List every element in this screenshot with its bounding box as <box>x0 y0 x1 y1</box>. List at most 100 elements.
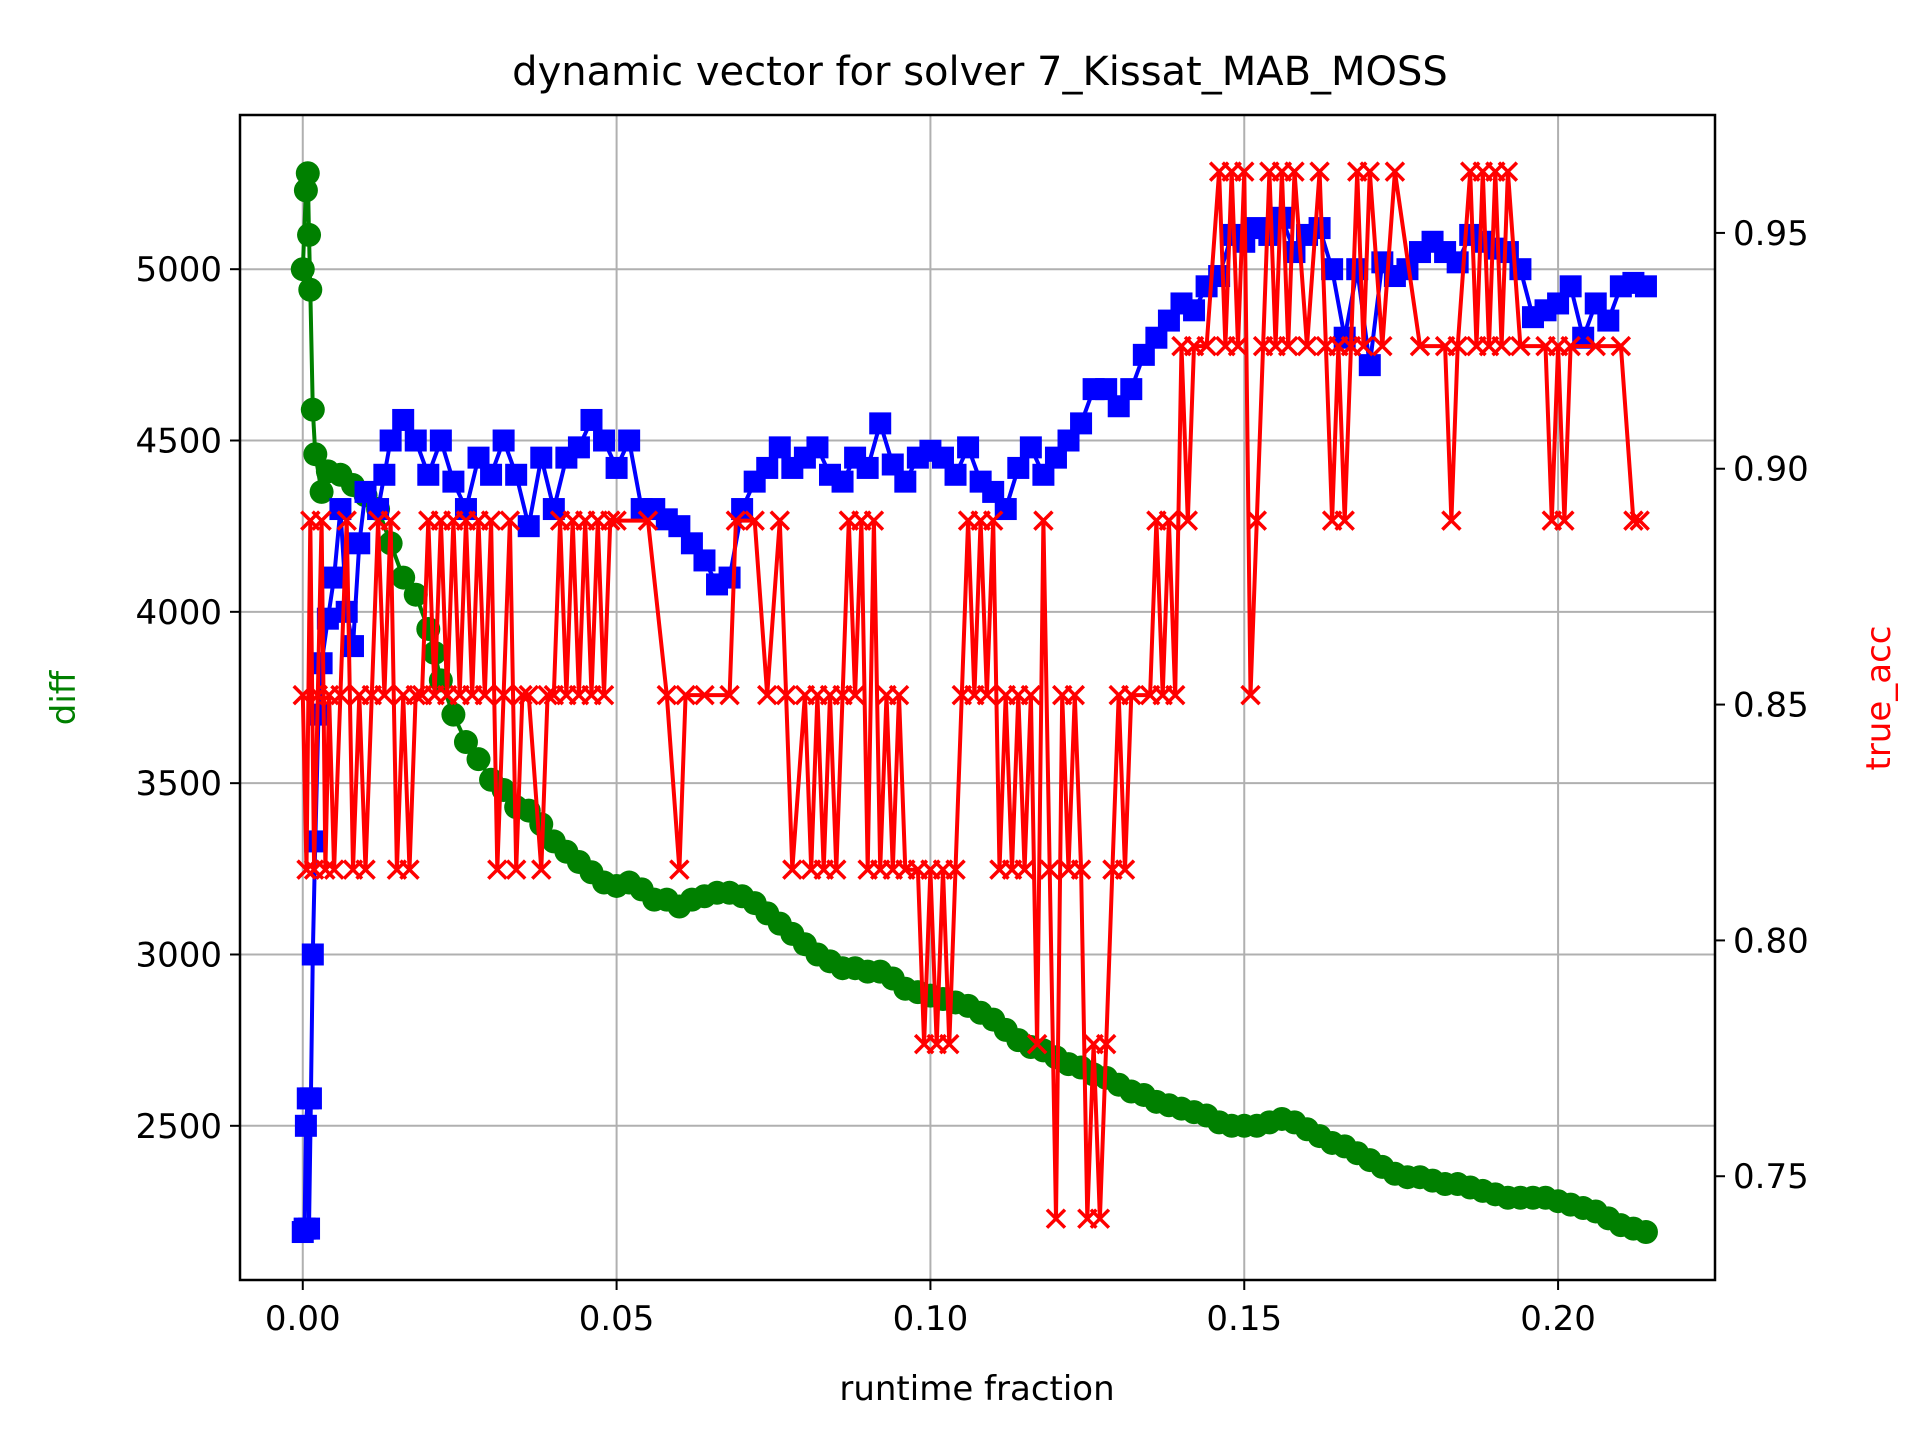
data-point <box>806 436 829 459</box>
data-point <box>1629 510 1650 531</box>
data-point <box>1585 335 1606 357</box>
data-point <box>618 429 641 452</box>
data-point <box>1334 510 1355 531</box>
data-point <box>831 470 854 493</box>
data-point <box>315 859 336 880</box>
data-point <box>1019 436 1042 459</box>
y-left-tick-label: 3000 <box>135 935 222 975</box>
data-point <box>1491 335 1512 357</box>
data-point <box>826 859 847 880</box>
data-point <box>379 429 402 452</box>
data-point <box>693 549 716 572</box>
data-point <box>1045 1208 1067 1229</box>
data-point <box>1240 684 1261 706</box>
data-point <box>863 510 885 531</box>
data-point <box>487 859 508 880</box>
data-point <box>1441 510 1462 531</box>
data-point <box>1246 510 1268 531</box>
data-point <box>1132 343 1155 366</box>
data-point <box>1057 429 1080 452</box>
data-point <box>1177 510 1199 531</box>
y-axis-left-title: diff <box>44 669 84 725</box>
data-point <box>297 222 322 247</box>
data-point <box>982 480 1005 503</box>
data-point <box>744 510 765 531</box>
data-point <box>323 566 346 589</box>
y-right-tick-label: 0.90 <box>1733 450 1809 490</box>
data-point <box>1020 684 1042 706</box>
data-point <box>605 456 628 479</box>
data-point <box>1277 335 1299 357</box>
data-point <box>1353 335 1374 357</box>
data-point <box>593 429 616 452</box>
data-point <box>467 446 490 469</box>
y-left-tick-label: 2500 <box>135 1107 222 1147</box>
data-point <box>512 684 533 706</box>
data-point <box>1196 335 1217 357</box>
data-point <box>931 446 954 469</box>
data-point <box>1234 161 1255 182</box>
data-point <box>756 684 778 706</box>
data-point <box>957 436 980 459</box>
data-point <box>1623 510 1644 531</box>
data-point <box>1447 335 1468 357</box>
data-point <box>567 436 590 459</box>
data-point <box>341 635 364 658</box>
series-0 <box>290 161 1658 1245</box>
data-point <box>1064 684 1086 706</box>
data-point <box>392 408 415 431</box>
data-point <box>668 515 691 538</box>
y-right-tick-label: 0.75 <box>1733 1157 1809 1197</box>
y-left-tick-label: 3500 <box>135 764 222 804</box>
data-point <box>580 408 603 431</box>
axes: 0.00 0.05 0.10 0.15 0.20 2500 3000 3500 4000 4500… <box>135 214 1808 1339</box>
data-point <box>429 429 452 452</box>
data-point <box>1409 335 1431 357</box>
x-tick-label: 0.05 <box>579 1299 655 1339</box>
data-point <box>1044 446 1067 469</box>
x-tick-label: 0.10 <box>893 1299 969 1339</box>
data-point <box>1164 684 1186 706</box>
data-point <box>1227 335 1249 357</box>
data-point <box>480 510 502 531</box>
data-point <box>1547 292 1570 315</box>
data-point <box>1070 412 1093 435</box>
data-point <box>881 453 904 476</box>
data-point <box>1032 463 1055 486</box>
data-point <box>1070 859 1092 880</box>
data-point <box>492 429 515 452</box>
data-point <box>499 510 521 531</box>
y-right-tick-label: 0.80 <box>1733 921 1809 961</box>
data-point <box>888 684 910 706</box>
data-point <box>336 510 357 531</box>
data-point <box>298 1217 321 1240</box>
data-point <box>1026 1033 1048 1055</box>
data-point <box>1597 309 1620 332</box>
data-point <box>1145 326 1168 349</box>
data-point <box>309 479 334 504</box>
data-point <box>1120 378 1143 401</box>
data-point <box>606 510 627 531</box>
data-point <box>982 510 1004 531</box>
x-axis-title: runtime fraction <box>839 1369 1114 1409</box>
data-point <box>1372 335 1393 357</box>
data-point <box>374 684 395 706</box>
data-point <box>348 532 371 555</box>
data-point <box>768 436 791 459</box>
data-point <box>330 684 351 706</box>
data-point <box>600 510 621 531</box>
data-point <box>542 498 565 521</box>
data-point <box>505 463 528 486</box>
data-point <box>718 566 741 589</box>
data-point <box>417 463 440 486</box>
data-point <box>531 859 552 880</box>
data-point <box>1560 335 1581 357</box>
plot-frame <box>238 113 1717 1282</box>
data-point <box>1554 510 1575 531</box>
data-point <box>1014 859 1035 880</box>
data-point <box>656 684 678 706</box>
data-point <box>1610 335 1632 357</box>
data-point <box>537 684 558 706</box>
data-point <box>756 456 779 479</box>
